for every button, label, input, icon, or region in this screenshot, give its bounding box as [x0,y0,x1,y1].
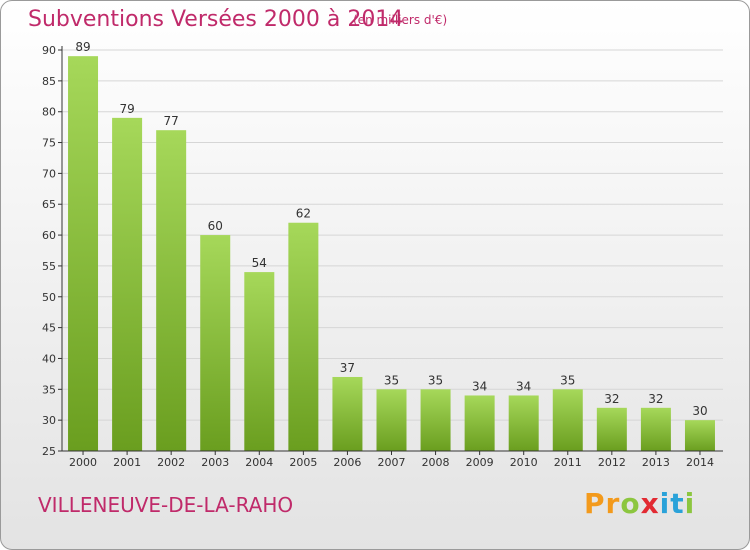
x-tick-label: 2009 [466,456,494,469]
y-tick-label: 65 [42,198,56,211]
x-tick-label: 2000 [69,456,97,469]
bar [376,389,407,451]
x-tick-label: 2006 [333,456,361,469]
data-label: 30 [692,404,707,418]
logo-letter: P [584,487,606,520]
y-tick-label: 55 [42,260,56,273]
logo-letter: i [684,487,696,520]
bar [112,117,143,451]
bar [200,235,231,451]
x-tick-label: 2012 [598,456,626,469]
axes [58,46,723,455]
x-tick-label: 2001 [113,456,141,469]
data-label: 35 [384,373,399,387]
x-tick-label: 2011 [554,456,582,469]
data-label: 37 [340,361,355,375]
data-label: 77 [164,114,179,128]
bar [68,56,99,452]
bar [332,376,363,451]
data-label: 32 [604,392,619,406]
y-tick-label: 60 [42,229,56,242]
y-tick-label: 35 [42,383,56,396]
city-name: VILLENEUVE-DE-LA-RAHO [38,493,294,517]
x-tick-label: 2005 [289,456,317,469]
chart-unit: (en milliers d'€) [353,13,448,27]
x-tick-label: 2002 [157,456,185,469]
y-tick-label: 85 [42,75,56,88]
y-tick-label: 80 [42,106,56,119]
x-tick-label: 2008 [422,456,450,469]
data-label: 34 [472,379,487,393]
bar [464,395,495,451]
data-label: 54 [252,256,267,270]
logo-letter: x [640,487,660,520]
data-label: 34 [516,379,531,393]
data-label: 62 [296,207,311,221]
bar [156,130,187,451]
data-label: 89 [75,40,90,54]
logo-letter: i [659,487,671,520]
labels: 25 30 35 40 45 50 55 60 65 70 75 80 85 90 89 2000 79 2001… [42,40,714,469]
data-label: 35 [428,373,443,387]
data-label: 79 [119,102,134,116]
logo-letter: o [620,487,641,520]
y-tick-label: 70 [42,167,56,180]
y-tick-label: 50 [42,291,56,304]
bar [596,407,627,451]
logo-letter: t [670,487,685,520]
bar [684,420,715,451]
y-tick-label: 40 [42,352,56,365]
y-tick-label: 75 [42,137,56,150]
x-tick-label: 2014 [686,456,714,469]
y-tick-label: 90 [42,44,56,57]
data-label: 32 [648,392,663,406]
bar [508,395,539,451]
bar [244,272,275,451]
bar [640,407,671,451]
logo-letter: r [605,487,621,520]
x-tick-label: 2007 [378,456,406,469]
bars [68,56,715,452]
x-tick-label: 2010 [510,456,538,469]
x-tick-label: 2004 [245,456,273,469]
x-tick-label: 2013 [642,456,670,469]
y-tick-label: 25 [42,445,56,458]
y-tick-label: 45 [42,322,56,335]
data-label: 60 [208,219,223,233]
bar [420,389,451,451]
bar [288,222,319,451]
x-tick-label: 2003 [201,456,229,469]
bar [552,389,583,451]
proxiti-logo: Proxiti [584,487,695,520]
y-tick-label: 30 [42,414,56,427]
data-label: 35 [560,373,575,387]
chart-title: Subventions Versées 2000 à 2014 [28,7,404,32]
